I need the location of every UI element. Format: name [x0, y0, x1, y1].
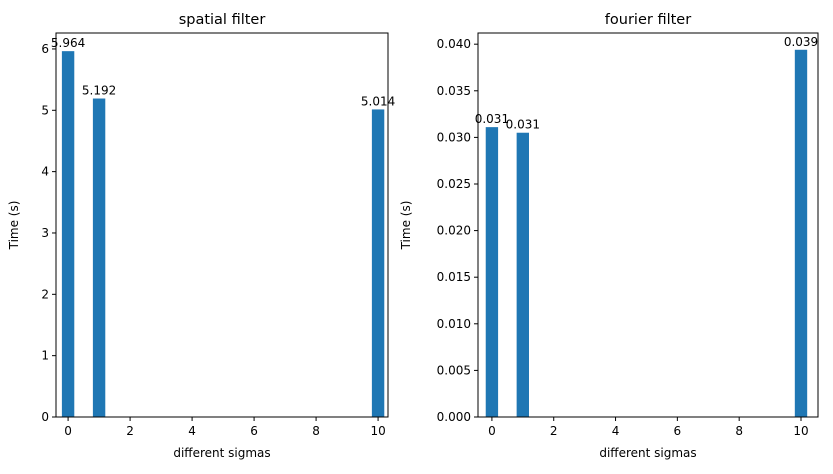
y-tick-label: 4	[41, 165, 49, 179]
axes-frame	[55, 32, 389, 418]
bar	[794, 49, 808, 417]
y-tick-label: 0.035	[437, 84, 471, 98]
y-tick-label: 6	[41, 42, 49, 56]
value-label: 5.192	[82, 84, 116, 98]
x-axis-label: different sigmas	[599, 446, 696, 460]
x-tick-label: 2	[550, 424, 558, 438]
value-label: 5.964	[51, 36, 85, 50]
y-tick-label: 0.025	[437, 177, 471, 191]
y-tick-label: 0	[41, 410, 49, 424]
value-label: 0.031	[506, 118, 540, 132]
y-tick-label: 0.010	[437, 317, 471, 331]
y-tick-label: 0.020	[437, 224, 471, 238]
bar	[516, 132, 529, 417]
x-tick-label: 10	[370, 424, 385, 438]
bar	[61, 51, 75, 417]
bar	[92, 98, 106, 418]
y-axis-label: Time (s)	[399, 201, 413, 251]
x-tick-label: 6	[250, 424, 258, 438]
x-tick-label: 8	[735, 424, 743, 438]
x-tick-label: 10	[793, 424, 808, 438]
x-tick-label: 4	[188, 424, 196, 438]
x-tick-label: 4	[612, 424, 620, 438]
y-tick-label: 0.000	[437, 410, 471, 424]
x-axis-label: different sigmas	[173, 446, 270, 460]
y-tick-label: 0.030	[437, 130, 471, 144]
bar	[485, 127, 499, 417]
y-tick-label: 0.040	[437, 37, 471, 51]
x-tick-label: 0	[64, 424, 72, 438]
axes-frame	[477, 32, 819, 418]
y-tick-label: 1	[41, 349, 49, 363]
x-tick-label: 0	[488, 424, 496, 438]
chart-title: spatial filter	[179, 12, 266, 28]
value-label: 0.031	[475, 112, 509, 126]
x-tick-label: 6	[674, 424, 682, 438]
x-tick-label: 8	[312, 424, 320, 438]
y-axis-label: Time (s)	[7, 201, 21, 251]
value-label: 5.014	[361, 94, 395, 108]
bar	[371, 109, 385, 417]
y-tick-label: 0.005	[437, 363, 471, 377]
chart-title: fourier filter	[605, 12, 691, 28]
y-tick-label: 3	[41, 226, 49, 240]
value-label: 0.039	[784, 35, 818, 49]
y-tick-label: 0.015	[437, 270, 471, 284]
y-tick-label: 5	[41, 103, 49, 117]
x-tick-label: 2	[126, 424, 134, 438]
y-tick-label: 2	[41, 287, 49, 301]
